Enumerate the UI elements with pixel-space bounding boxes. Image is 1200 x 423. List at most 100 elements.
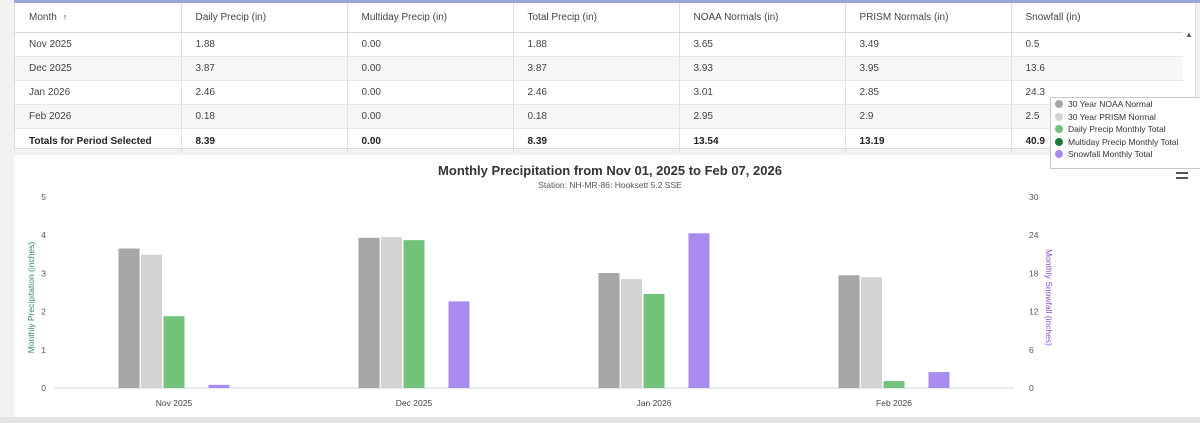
table-cell: 0.18 [513, 104, 680, 129]
table-cell: 2.9 [845, 104, 1012, 129]
y2-tick-label: 12 [1029, 307, 1039, 317]
y-tick-label: 3 [41, 268, 46, 278]
chart-subtitle: Station: NH-MR-86: Hooksett 5.2 SSE [538, 180, 682, 190]
table-row: Feb 2026 0.18 0.00 0.18 2.95 2.9 2.5 [15, 104, 1183, 129]
y-tick-label: 0 [41, 383, 46, 393]
bar-30-year-noaa-normal [118, 248, 140, 388]
bar-30-year-noaa-normal [598, 273, 620, 388]
y-tick-label: 4 [41, 230, 46, 240]
y-tick-label: 2 [41, 307, 46, 317]
legend-item[interactable]: 30 Year PRISM Normal [1051, 111, 1200, 124]
table-cell: 2.46 [181, 80, 348, 105]
legend-item[interactable]: Daily Precip Monthly Total [1051, 123, 1200, 136]
bar-30-year-prism-normal [381, 237, 402, 388]
totals-cell: 0.00 [347, 128, 514, 153]
y2-axis-label: Monthly Snowfall (inches) [1044, 249, 1054, 346]
column-header-month[interactable]: Month ↑ [15, 3, 182, 33]
bar-daily-precip-monthly-total [883, 381, 905, 388]
column-header-prism-normals[interactable]: PRISM Normals (in) [845, 3, 1012, 33]
chart-menu-icon[interactable] [1176, 167, 1188, 182]
x-tick-label: Jan 2026 [637, 398, 672, 408]
bar-daily-precip-monthly-total [163, 316, 185, 388]
totals-cell: 8.39 [513, 128, 680, 153]
x-tick-label: Feb 2026 [876, 398, 912, 408]
y2-tick-label: 18 [1029, 268, 1039, 278]
table-cell: Jan 2026 [15, 80, 182, 105]
table-cell: 3.95 [845, 56, 1012, 81]
column-header-noaa-normals[interactable]: NOAA Normals (in) [679, 3, 846, 33]
y-axis-label: Monthly Precipitation (inches) [26, 242, 36, 354]
bar-snowfall-monthly-total [448, 301, 470, 388]
table-cell: 0.00 [347, 32, 514, 57]
sort-ascending-icon[interactable]: ↑ [62, 12, 68, 22]
scroll-up-icon[interactable]: ▲ [1185, 30, 1193, 39]
legend-swatch-icon [1055, 137, 1063, 146]
totals-cell: 40.9 [1025, 135, 1045, 147]
bar-30-year-prism-normal [861, 277, 882, 388]
totals-label: Totals for Period Selected [15, 128, 182, 153]
precip-chart: Monthly Precipitation from Nov 01, 2025 … [26, 163, 1054, 408]
bars-group [118, 233, 950, 388]
column-header-total-precip[interactable]: Total Precip (in) [513, 3, 680, 33]
table-cell: 3.65 [679, 32, 846, 57]
table-cell: 0.18 [181, 104, 348, 129]
legend-swatch-icon [1055, 112, 1063, 121]
table-cell: 1.88 [181, 32, 348, 57]
bar-daily-precip-monthly-total [403, 240, 425, 388]
table-cell: 0.00 [347, 104, 514, 129]
table-row: Dec 2025 3.87 0.00 3.87 3.93 3.95 13.6 [15, 56, 1183, 81]
y-tick-label: 5 [41, 192, 46, 202]
legend-swatch-icon [1055, 125, 1063, 134]
bar-daily-precip-monthly-total [643, 294, 665, 388]
table-header-row: Month ↑ Daily Precip (in) Multiday Precip… [15, 3, 1183, 33]
totals-cell: 13.19 [845, 128, 1012, 153]
bar-snowfall-monthly-total [208, 384, 230, 388]
legend-label: 30 Year NOAA Normal [1068, 99, 1153, 110]
y-tick-label: 1 [41, 345, 46, 355]
table-cell: 0.00 [347, 80, 514, 105]
bar-snowfall-monthly-total [688, 233, 710, 388]
legend-item[interactable]: 30 Year NOAA Normal [1051, 98, 1200, 111]
y2-tick-label: 30 [1029, 192, 1039, 202]
column-header-multiday-precip[interactable]: Multiday Precip (in) [347, 3, 514, 33]
totals-row: Totals for Period Selected 8.39 0.00 8.3… [15, 128, 1183, 153]
table-cell: 2.95 [679, 104, 846, 129]
precip-chart-panel: Monthly Precipitation from Nov 01, 2025 … [14, 155, 1200, 417]
legend-item[interactable]: Snowfall Monthly Total [1051, 148, 1200, 161]
legend-label: Daily Precip Monthly Total [1068, 124, 1166, 135]
table-row: Nov 2025 1.88 0.00 1.88 3.65 3.49 0.5 [15, 32, 1183, 57]
table-cell: 2.85 [845, 80, 1012, 105]
totals-cell: 8.39 [181, 128, 348, 153]
column-header-daily-precip[interactable]: Daily Precip (in) [181, 3, 348, 33]
table-cell: Feb 2026 [15, 104, 182, 129]
table-cell: Dec 2025 [15, 56, 182, 81]
precip-table: Month ↑ Daily Precip (in) Multiday Precip… [15, 3, 1183, 153]
legend-swatch-icon [1055, 150, 1063, 159]
bar-snowfall-monthly-total [928, 372, 950, 388]
column-header-snowfall[interactable]: Snowfall (in) [1011, 3, 1183, 33]
table-cell: 3.87 [181, 56, 348, 81]
bottom-strip [0, 417, 1200, 423]
legend-label: 30 Year PRISM Normal [1068, 111, 1156, 122]
chart-legend: 30 Year NOAA Normal 30 Year PRISM Normal D… [1050, 97, 1200, 169]
legend-item[interactable]: Multiday Precip Monthly Total [1051, 136, 1200, 149]
x-tick-label: Nov 2025 [156, 398, 193, 408]
precip-table-panel: Month ↑ Daily Precip (in) Multiday Precip… [14, 3, 1196, 153]
table-cell: 0.5 [1011, 32, 1183, 57]
totals-cell: 13.54 [679, 128, 846, 153]
table-cell: 1.88 [513, 32, 680, 57]
chart-title: Monthly Precipitation from Nov 01, 2025 … [438, 163, 782, 178]
bar-30-year-prism-normal [621, 279, 642, 388]
bar-30-year-prism-normal [141, 254, 162, 388]
table-cell: 13.6 [1011, 56, 1183, 81]
table-cell: 2.46 [513, 80, 680, 105]
legend-swatch-icon [1055, 100, 1063, 109]
table-cell: 0.00 [347, 56, 514, 81]
top-accent-line [14, 0, 1200, 3]
table-cell: 3.93 [679, 56, 846, 81]
y2-tick-label: 6 [1029, 345, 1034, 355]
x-tick-label: Dec 2025 [396, 398, 433, 408]
y2-tick-label: 0 [1029, 383, 1034, 393]
y2-tick-label: 24 [1029, 230, 1039, 240]
